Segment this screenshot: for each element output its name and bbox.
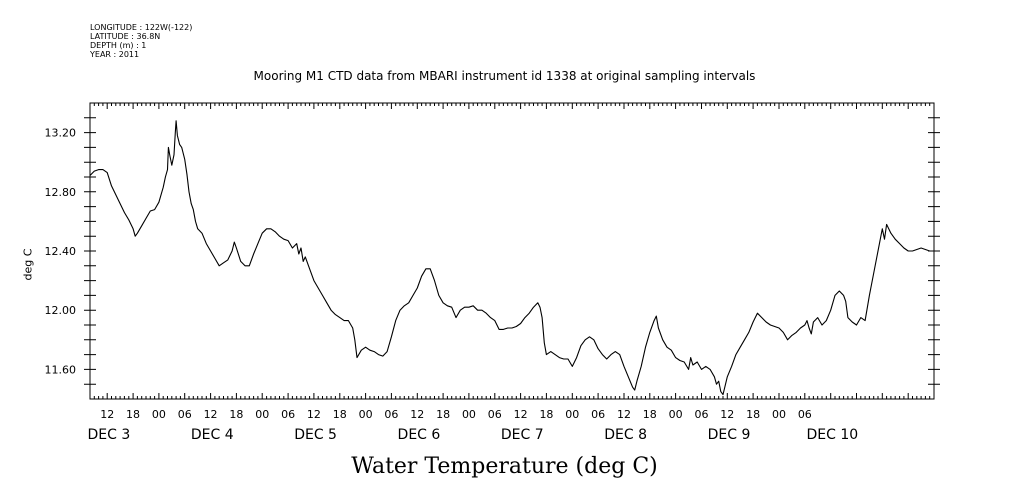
x-day-label: DEC 6 xyxy=(398,427,441,443)
x-tick-label: 06 xyxy=(798,408,812,421)
x-tick-label: 18 xyxy=(643,408,657,421)
meta-depth: DEPTH (m) : 1 xyxy=(90,41,147,50)
x-day-label: DEC 5 xyxy=(294,427,337,443)
x-tick-label: 12 xyxy=(720,408,734,421)
series-line xyxy=(89,120,934,396)
chart-title: Mooring M1 CTD data from MBARI instrumen… xyxy=(253,69,756,83)
x-tick-label: 12 xyxy=(307,408,321,421)
x-tick-label: 06 xyxy=(384,408,398,421)
y-tick-label: 11.60 xyxy=(45,363,77,376)
x-day-label: DEC 7 xyxy=(501,427,544,443)
x-tick-label: 00 xyxy=(772,408,786,421)
x-tick-label: 12 xyxy=(617,408,631,421)
x-tick-label: 12 xyxy=(410,408,424,421)
meta-latitude: LATITUDE : 36.8N xyxy=(90,32,161,41)
x-tick-label: 00 xyxy=(255,408,269,421)
x-tick-label: 06 xyxy=(488,408,502,421)
x-day-label: DEC 4 xyxy=(191,427,234,443)
x-tick-label: 00 xyxy=(565,408,579,421)
plot-frame xyxy=(89,102,935,400)
x-day-label: DEC 3 xyxy=(88,427,131,443)
x-tick-label: 18 xyxy=(126,408,140,421)
x-tick-label: 06 xyxy=(281,408,295,421)
x-tick-label: 06 xyxy=(694,408,708,421)
y-tick-label: 12.00 xyxy=(45,304,77,317)
x-tick-label: 00 xyxy=(462,408,476,421)
y-tick-label: 13.20 xyxy=(45,127,77,140)
x-tick-label: 00 xyxy=(359,408,373,421)
meta-longitude: LONGITUDE : 122W(-122) xyxy=(90,23,193,32)
x-axis-ticks xyxy=(89,103,935,399)
x-tick-label: 18 xyxy=(229,408,243,421)
x-tick-label: 00 xyxy=(152,408,166,421)
x-tick-label: 18 xyxy=(746,408,760,421)
x-tick-label: 12 xyxy=(514,408,528,421)
x-tick-label: 18 xyxy=(333,408,347,421)
y-tick-label: 12.80 xyxy=(45,186,77,199)
x-tick-label: 12 xyxy=(204,408,218,421)
y-tick-label: 12.40 xyxy=(45,245,77,258)
y-axis-ticks xyxy=(84,117,940,385)
x-tick-label: 12 xyxy=(100,408,114,421)
x-tick-label: 06 xyxy=(591,408,605,421)
meta-year: YEAR : 2011 xyxy=(90,50,140,59)
x-tick-label: 18 xyxy=(539,408,553,421)
x-day-label: DEC 8 xyxy=(604,427,647,443)
x-day-label: DEC 9 xyxy=(708,427,751,443)
x-tick-label: 00 xyxy=(669,408,683,421)
chart-main-title: Water Temperature (deg C) xyxy=(351,454,658,479)
x-day-label: DEC 10 xyxy=(806,427,858,443)
x-tick-label: 18 xyxy=(436,408,450,421)
x-tick-label: 06 xyxy=(178,408,192,421)
